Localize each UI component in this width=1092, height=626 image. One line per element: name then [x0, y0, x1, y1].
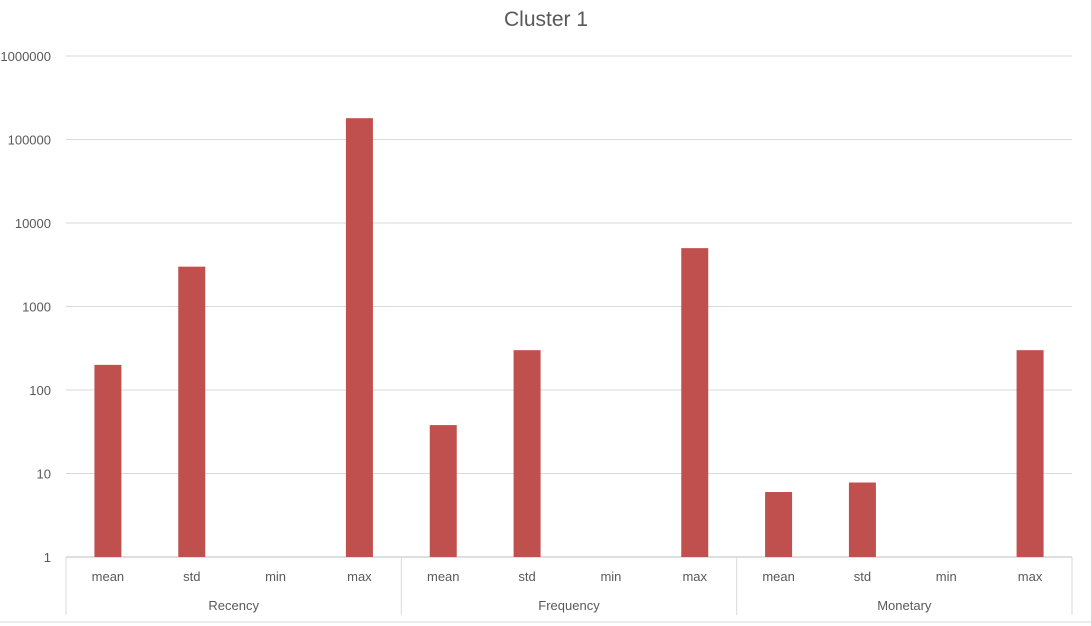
- y-tick-label: 1: [44, 550, 51, 565]
- y-tick-label: 100000: [8, 133, 51, 148]
- x-category-label: min: [600, 569, 621, 584]
- x-group-label: Frequency: [538, 598, 600, 613]
- y-tick-label: 1000000: [0, 49, 51, 64]
- x-group-label: Recency: [208, 598, 259, 613]
- bar: [94, 364, 122, 557]
- x-category-label: max: [347, 569, 372, 584]
- x-category-label: max: [682, 569, 707, 584]
- bar: [345, 118, 373, 557]
- x-category-label: min: [936, 569, 957, 584]
- x-category-label: max: [1018, 569, 1043, 584]
- bar: [1016, 350, 1044, 557]
- x-category-label: mean: [92, 569, 125, 584]
- bar: [765, 492, 793, 557]
- x-category-label: std: [518, 569, 535, 584]
- x-group-label: Monetary: [877, 598, 932, 613]
- bar: [513, 350, 541, 557]
- bar: [178, 266, 206, 557]
- bar: [848, 482, 876, 557]
- bar: [429, 425, 457, 557]
- y-tick-label: 1000: [22, 300, 51, 315]
- y-tick-label: 10: [37, 467, 51, 482]
- x-category-label: std: [183, 569, 200, 584]
- bar: [681, 248, 709, 558]
- chart-title: Cluster 1: [503, 8, 589, 31]
- y-tick-label: 10000: [15, 216, 51, 231]
- x-category-label: min: [265, 569, 286, 584]
- x-category-label: mean: [427, 569, 460, 584]
- x-category-label: mean: [762, 569, 795, 584]
- y-tick-label: 100: [29, 383, 51, 398]
- x-category-label: std: [854, 569, 871, 584]
